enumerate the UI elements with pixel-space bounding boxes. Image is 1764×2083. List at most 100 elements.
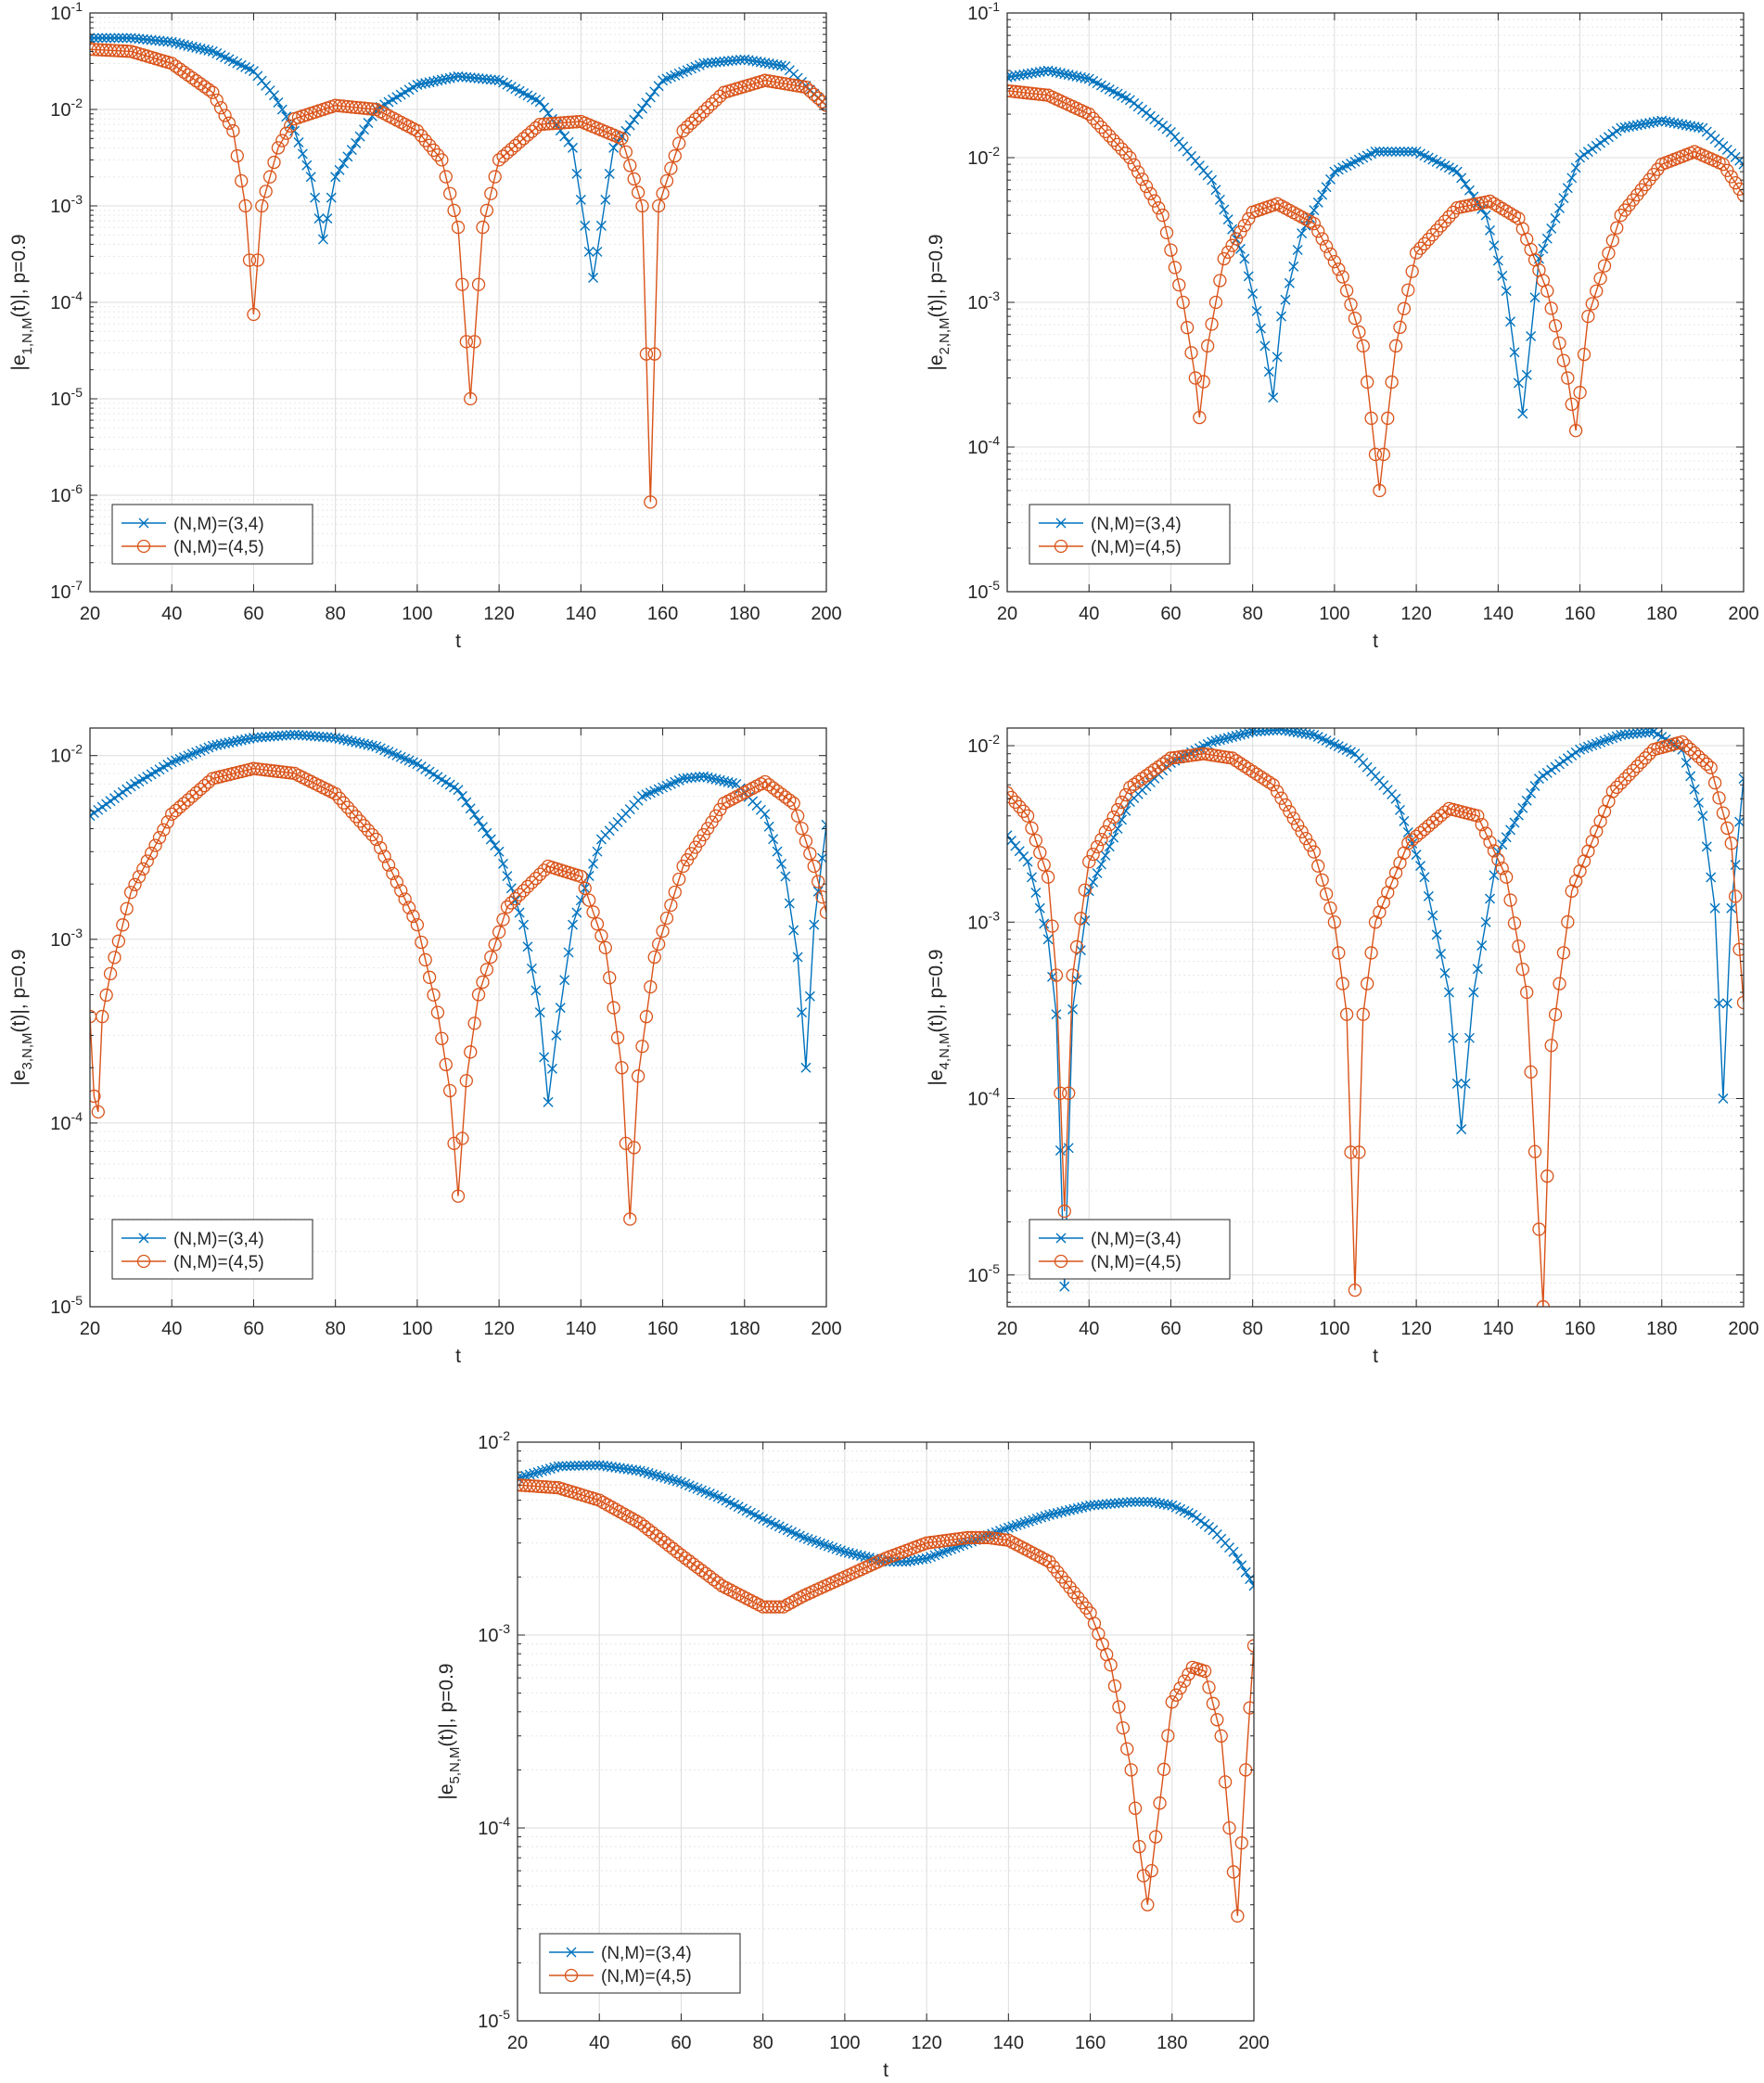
data-point (1082, 107, 1096, 121)
data-point (1234, 729, 1246, 740)
data-point (310, 192, 321, 203)
data-point (1507, 209, 1522, 224)
data-point (663, 1474, 674, 1485)
data-point (342, 735, 353, 746)
data-point (1681, 120, 1692, 131)
data-point (1451, 1078, 1463, 1089)
x-tick-label: 120 (483, 604, 514, 624)
data-point (1628, 728, 1639, 739)
data-point (1430, 224, 1444, 237)
data-point (1231, 1909, 1245, 1923)
data-point (1033, 846, 1047, 860)
data-point (1052, 1507, 1063, 1518)
data-point (1602, 246, 1616, 261)
series-n3-m4 (1007, 65, 1744, 419)
data-point (279, 126, 293, 140)
data-point (1573, 386, 1587, 400)
data-point (1278, 798, 1293, 812)
data-point (1206, 1696, 1221, 1710)
data-point (1266, 778, 1280, 792)
data-point (1042, 934, 1054, 945)
data-point (496, 913, 510, 926)
data-point (1617, 772, 1632, 786)
data-point (273, 730, 284, 741)
data-point (1248, 1580, 1254, 1591)
data-point (574, 869, 588, 884)
data-point (198, 778, 211, 793)
data-point (1007, 71, 1016, 82)
data-point (1427, 910, 1438, 921)
data-point (513, 135, 527, 149)
data-point (1668, 118, 1680, 129)
data-point (768, 1600, 783, 1614)
data-point (157, 823, 171, 837)
data-point (600, 194, 611, 205)
data-point (439, 170, 453, 184)
data-point (374, 841, 388, 855)
data-point (1419, 872, 1430, 883)
data-point (594, 928, 608, 943)
data-point (631, 1069, 646, 1083)
data-point (96, 1009, 109, 1024)
data-point (1074, 912, 1088, 926)
data-point (639, 347, 654, 361)
data-point (1483, 835, 1497, 850)
x-tick-label: 180 (729, 604, 760, 624)
data-point (1726, 902, 1737, 914)
data-point (467, 335, 481, 349)
data-point (206, 85, 220, 99)
data-point (997, 1533, 1012, 1547)
data-point (595, 220, 607, 231)
data-point (731, 55, 742, 66)
data-point (851, 1549, 863, 1560)
data-point (1480, 210, 1491, 221)
data-point (121, 32, 133, 44)
data-point (590, 1460, 601, 1471)
data-point (543, 1096, 554, 1107)
data-point (585, 1460, 596, 1471)
data-point (1311, 859, 1325, 873)
data-point (1623, 729, 1634, 740)
data-point (1067, 70, 1079, 82)
data-point (547, 1480, 561, 1495)
data-point (1344, 1145, 1358, 1159)
data-point (1590, 284, 1604, 299)
data-point (529, 872, 543, 886)
legend: (N,M)=(3,4) (N,M)=(4,5) (111, 1219, 313, 1280)
data-point (1605, 785, 1619, 799)
data-point (1030, 888, 1042, 899)
legend-marker (136, 1254, 151, 1269)
data-point (357, 819, 371, 833)
data-point (909, 1554, 920, 1565)
data-point (178, 39, 189, 50)
data-point (181, 793, 196, 807)
data-point (676, 123, 690, 138)
data-point (1315, 232, 1329, 246)
data-point (493, 846, 505, 857)
data-point (645, 92, 656, 103)
data-point (227, 736, 238, 748)
data-point (848, 1548, 859, 1559)
data-point (719, 56, 730, 67)
data-point (647, 1469, 658, 1480)
data-point (795, 822, 809, 836)
data-point (398, 892, 412, 906)
data-point (1225, 238, 1239, 252)
data-point (90, 32, 99, 44)
data-point (1456, 173, 1467, 184)
legend-marker (138, 518, 149, 529)
data-point (739, 54, 750, 65)
data-point (1135, 173, 1149, 186)
data-point (1317, 189, 1328, 200)
data-point (1142, 1496, 1153, 1507)
data-point (917, 1553, 928, 1565)
data-point (1562, 183, 1573, 194)
y-tick-label: 10-2 (478, 1428, 510, 1453)
data-point (1029, 833, 1043, 848)
data-point (714, 774, 725, 786)
data-point (1550, 212, 1561, 224)
data-point (1272, 728, 1283, 735)
data-point (797, 1007, 808, 1018)
data-point (276, 730, 288, 741)
x-tick-label: 200 (1238, 2033, 1269, 2053)
